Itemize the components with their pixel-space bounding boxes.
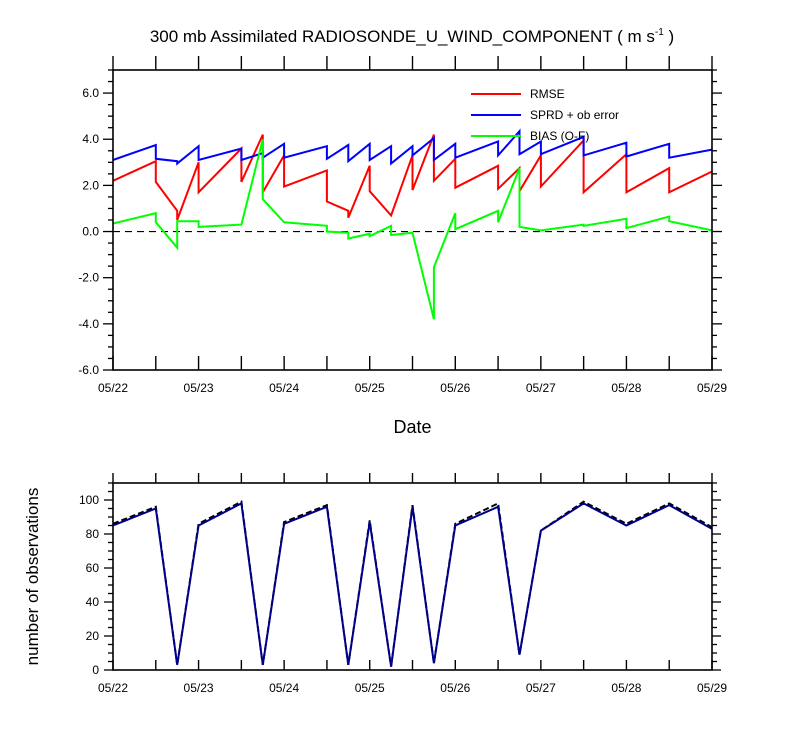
top-x-tick-label: 05/23	[184, 381, 214, 395]
top-x-tick-label: 05/26	[440, 381, 470, 395]
top-x-axis-title: Date	[393, 417, 431, 437]
bottom-x-tick-label: 05/24	[269, 681, 299, 695]
bottom-x-tick-label: 05/26	[440, 681, 470, 695]
bottom-x-tick-label: 05/22	[98, 681, 128, 695]
bottom-y-axis-title: number of observations	[23, 488, 42, 666]
top-series-line-rmse	[112, 134, 713, 221]
top-x-tick-label: 05/28	[611, 381, 641, 395]
bottom-y-tick-label: 80	[86, 527, 100, 541]
bottom-x-tick-label: 05/23	[184, 681, 214, 695]
top-x-tick-label: 05/29	[697, 381, 727, 395]
top-x-tick-label: 05/27	[526, 381, 556, 395]
bottom-x-tick-label: 05/25	[355, 681, 385, 695]
top-y-tick-label: -2.0	[78, 271, 99, 285]
legend-label: RMSE	[530, 87, 565, 101]
bottom-y-tick-label: 20	[86, 629, 100, 643]
legend-label: SPRD + ob error	[530, 108, 619, 122]
top-plot-panel: 05/22 05/23 05/24 05/25 05/26 05/27 05/28 05/29…	[78, 56, 727, 437]
bottom-y-tick-label: 100	[79, 493, 99, 507]
bottom-x-tick-label: 05/29	[697, 681, 727, 695]
bottom-series-line-obs-used	[112, 501, 713, 667]
bottom-y-tick-label: 0	[92, 663, 99, 677]
top-y-tick-label: 4.0	[82, 132, 99, 146]
legend-label: BIAS (O-F)	[530, 129, 589, 143]
top-y-tick-label: 6.0	[82, 86, 99, 100]
top-y-tick-label: -4.0	[78, 317, 99, 331]
bottom-plot-panel: 05/22 05/23 05/24 05/25 05/26 05/27 05/28 05/29…	[23, 473, 727, 695]
top-series-line-sprd-ob-error	[112, 128, 713, 166]
top-x-tick-label: 05/25	[355, 381, 385, 395]
top-y-tick-label: 2.0	[82, 178, 99, 192]
bottom-x-tick-label: 05/28	[611, 681, 641, 695]
top-series-line-bias-o-f	[112, 138, 713, 320]
bottom-x-tick-label: 05/27	[526, 681, 556, 695]
top-x-tick-label: 05/24	[269, 381, 299, 395]
chart-title: 300 mb Assimilated RADIOSONDE_U_WIND_COM…	[150, 27, 674, 46]
top-x-tick-label: 05/22	[98, 381, 128, 395]
bottom-y-tick-label: 40	[86, 595, 100, 609]
top-y-tick-label: -6.0	[78, 363, 99, 377]
chart-legend: RMSE SPRD + ob error BIAS (O-F)	[471, 87, 619, 143]
bottom-y-tick-label: 60	[86, 561, 100, 575]
top-y-tick-label: 0.0	[82, 225, 99, 239]
